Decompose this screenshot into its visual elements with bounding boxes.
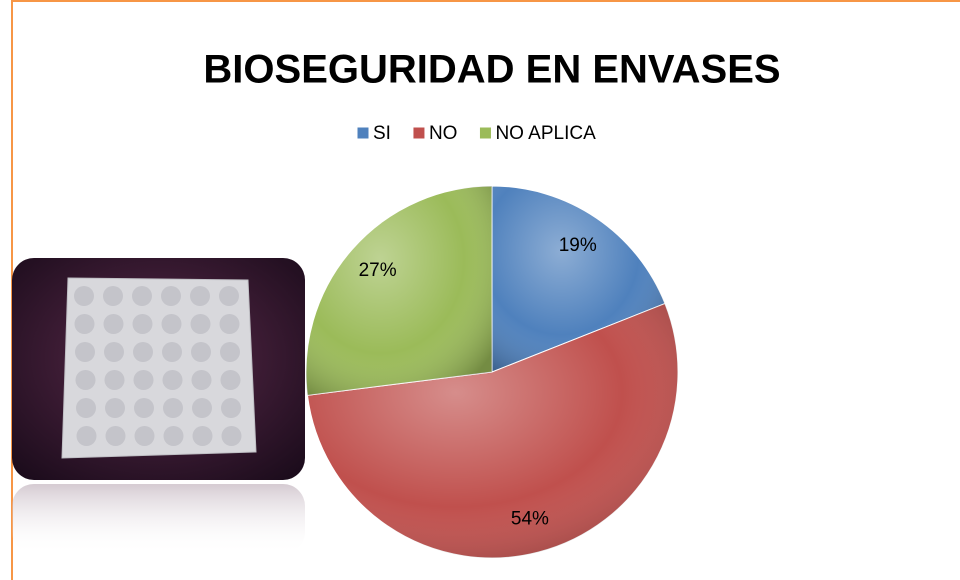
egg-cup: [190, 314, 211, 334]
egg-cup: [75, 370, 96, 390]
egg-cup: [132, 286, 152, 306]
egg-cup: [74, 286, 94, 306]
egg-cup: [134, 398, 154, 418]
egg-cup: [75, 342, 95, 362]
egg-cup: [192, 398, 212, 418]
egg-cup: [190, 286, 210, 306]
egg-cup: [133, 370, 154, 390]
egg-cup: [162, 370, 183, 390]
egg-cup: [191, 342, 211, 362]
egg-cup: [191, 370, 212, 390]
egg-cup: [133, 342, 153, 362]
data-label: 19%: [559, 235, 597, 256]
egg-cup: [220, 342, 240, 362]
egg-cup: [192, 426, 213, 446]
egg-cup: [103, 286, 123, 306]
legend-label: SI: [373, 123, 391, 144]
legend: SI NO NO APLICA: [356, 123, 596, 144]
egg-cup: [104, 342, 124, 362]
egg-cup: [105, 426, 126, 446]
pie: 19% 54% 27%: [305, 185, 679, 559]
legend-swatch: [478, 126, 492, 140]
egg-cup: [163, 398, 183, 418]
egg-cup: [76, 426, 97, 446]
egg-cup: [221, 398, 241, 418]
egg-cup: [219, 314, 240, 334]
chart-title: BIOSEGURIDAD EN ENVASES: [203, 48, 780, 92]
legend-label: NO: [429, 123, 458, 144]
pie-slice: [305, 185, 493, 396]
egg-cup: [162, 342, 182, 362]
egg-cup: [74, 314, 95, 334]
egg-cup: [132, 314, 153, 334]
egg-cup: [220, 370, 241, 390]
egg-cup: [163, 426, 184, 446]
egg-cup: [134, 426, 155, 446]
egg-cup: [105, 398, 125, 418]
egg-cup: [103, 314, 124, 334]
egg-cup: [219, 286, 239, 306]
egg-cup: [161, 314, 182, 334]
egg-cup: [221, 426, 242, 446]
legend-swatch: [412, 126, 426, 140]
data-label: 54%: [511, 509, 549, 530]
egg-tray-photo: [12, 258, 305, 554]
egg-cup: [161, 286, 181, 306]
data-label: 27%: [359, 260, 397, 281]
legend-label: NO APLICA: [495, 123, 596, 144]
egg-cup: [76, 398, 96, 418]
legend-swatch: [356, 126, 370, 140]
egg-cup: [104, 370, 125, 390]
